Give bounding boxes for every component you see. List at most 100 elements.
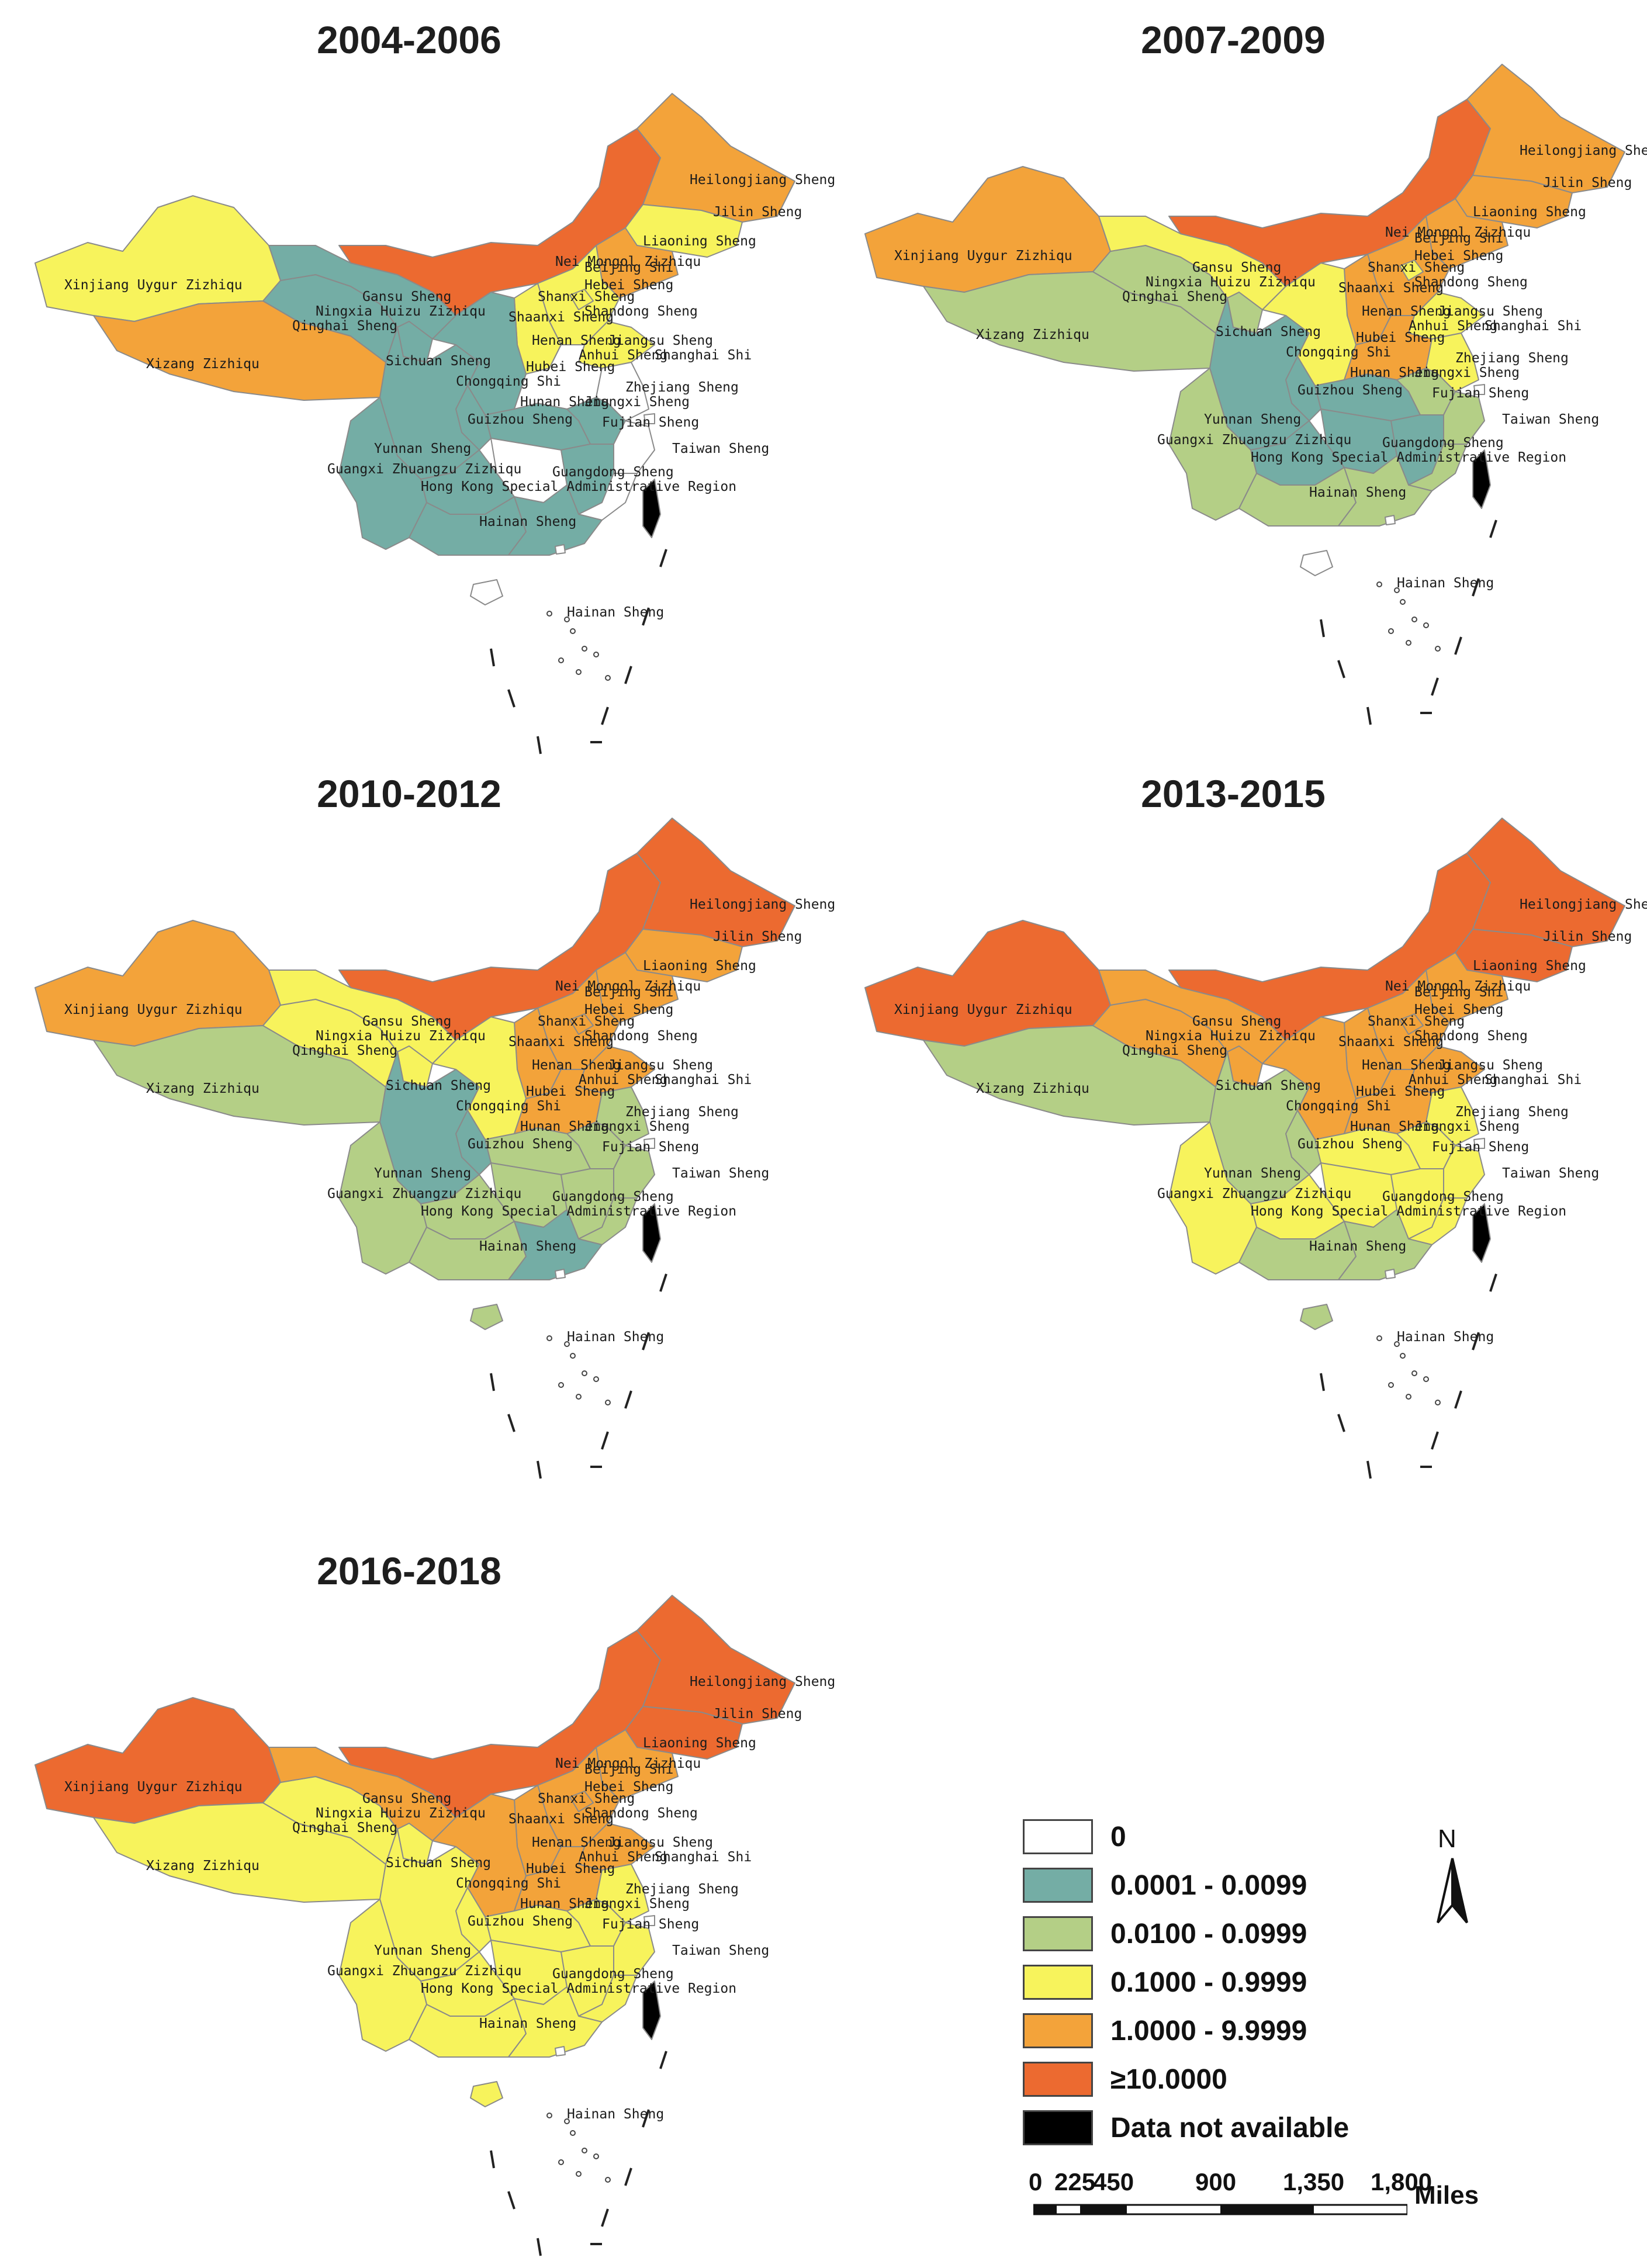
scale-unit: Miles: [1414, 2181, 1479, 2210]
nine-dash-line-segment: [1366, 1460, 1372, 1479]
map-panel-2004-2006: Xinjiang Uygur Zizhiqu Xizang Zizhiqu Qing…: [34, 93, 835, 760]
province-beijing: [1399, 1013, 1424, 1035]
label-shandong: Shandong Sheng: [584, 1029, 698, 1044]
label-beijing: Beijing Shi: [1414, 231, 1503, 246]
label-guangdong: Guangdong Sheng: [552, 1966, 674, 1982]
label-gansu: Gansu Sheng: [362, 1791, 451, 1806]
island: [1400, 1353, 1406, 1359]
province-beijing: [1399, 259, 1424, 281]
label-hebei: Hebei Sheng: [1414, 248, 1503, 264]
label-hainan_islands: Hainan Sheng: [567, 1329, 664, 1345]
nine-dash-line-segment: [1472, 578, 1480, 597]
nine-dash-line-segment: [624, 1390, 632, 1409]
label-qinghai: Qinghai Sheng: [292, 318, 397, 334]
nine-dash-line-segment: [642, 607, 650, 626]
province-beijing: [569, 289, 594, 310]
label-xinjiang: Xinjiang Uygur Zizhiqu: [64, 278, 243, 293]
label-yunnan: Yunnan Sheng: [1204, 1166, 1301, 1181]
label-liaoning: Liaoning Sheng: [1473, 958, 1586, 974]
province-hongkong: [555, 544, 566, 555]
label-xinjiang: Xinjiang Uygur Zizhiqu: [64, 1779, 243, 1795]
label-shanxi: Shanxi Sheng: [538, 1014, 635, 1029]
legend-item: ≥10.0000: [1023, 2060, 1227, 2099]
province-taiwan: [1472, 1203, 1491, 1263]
province-hainan: [470, 2081, 503, 2107]
scale-tick-1350: 1,350: [1283, 2168, 1345, 2196]
label-hainan: Hainan Sheng: [479, 1239, 576, 1254]
nine-dash-line-segment: [659, 549, 667, 567]
label-gansu: Gansu Sheng: [362, 289, 451, 304]
label-hubei: Hubei Sheng: [526, 1861, 615, 1876]
label-shaanxi: Shaanxi Sheng: [508, 1812, 614, 1827]
legend-label: 1.0000 - 9.9999: [1110, 2015, 1307, 2047]
nine-dash-line-segment: [507, 2191, 515, 2210]
label-hainan: Hainan Sheng: [1309, 485, 1406, 500]
scale-bar: 0 225 450 900 1,350 1,800 Miles: [1029, 2168, 1479, 2227]
label-hunan: Hunan Sheng: [520, 1896, 609, 1912]
scale-tick-1800: 1,800: [1371, 2168, 1433, 2196]
label-xizang: Xizang Zizhiqu: [976, 1081, 1089, 1096]
map-panel-2010-2012: Xinjiang Uygur Zizhiqu Xizang Zizhiqu Qing…: [34, 818, 835, 1484]
label-shanxi: Shanxi Sheng: [538, 1791, 635, 1806]
label-shanghai: Shanghai Shi: [1485, 318, 1582, 334]
label-liaoning: Liaoning Sheng: [643, 958, 756, 974]
scale-bar-graphic: [1033, 2204, 1407, 2215]
label-qinghai: Qinghai Sheng: [292, 1820, 397, 1836]
nine-dash-line-segment: [507, 1414, 515, 1432]
label-neimongol: Nei Mongol Zizhiqu: [1385, 225, 1531, 240]
china-map: Xinjiang Uygur Zizhiqu Xizang Zizhiqu Qing…: [864, 64, 1647, 725]
nine-dash-line-segment: [1489, 1273, 1497, 1292]
label-sichuan: Sichuan Sheng: [1216, 1078, 1321, 1093]
label-hebei: Hebei Sheng: [1414, 1002, 1503, 1017]
label-shanxi: Shanxi Sheng: [538, 289, 635, 304]
map-panel-2007-2009: Xinjiang Uygur Zizhiqu Xizang Zizhiqu Qing…: [864, 64, 1647, 730]
label-shanghai: Shanghai Shi: [655, 1850, 752, 1865]
nine-dash-line-segment: [490, 1373, 495, 1391]
label-sichuan: Sichuan Sheng: [386, 354, 491, 369]
label-henan: Henan Sheng: [532, 333, 621, 348]
label-jilin: Jilin Sheng: [713, 205, 802, 220]
label-neimongol: Nei Mongol Zizhiqu: [555, 254, 701, 269]
province-guangdong: [508, 1986, 603, 2058]
province-shanghai: [643, 1138, 655, 1149]
nine-dash-line-segment: [1454, 1390, 1462, 1409]
label-guangdong: Guangdong Sheng: [552, 465, 674, 480]
province-heilongjiang: [1466, 818, 1625, 947]
province-beijing: [569, 1013, 594, 1035]
label-jiangxi: Jiangxi Sheng: [1414, 365, 1520, 380]
nine-dash-line-segment: [659, 2051, 667, 2069]
island: [546, 2113, 552, 2118]
panel-title-3: 2013-2015: [1141, 772, 1326, 815]
china-map: Xinjiang Uygur Zizhiqu Xizang Zizhiqu Qing…: [34, 1595, 835, 2256]
island: [593, 1376, 599, 1382]
north-arrow-icon: [1437, 1858, 1468, 1924]
label-xinjiang: Xinjiang Uygur Zizhiqu: [894, 1002, 1072, 1017]
legend-item: 1.0000 - 9.9999: [1023, 2011, 1307, 2050]
label-guangxi: Guangxi Zhuangzu Zizhiqu: [327, 1186, 521, 1201]
label-fujian: Fujian Sheng: [1432, 386, 1529, 401]
label-anhui: Anhui Sheng: [579, 1850, 667, 1865]
label-taiwan: Taiwan Sheng: [1502, 412, 1599, 427]
province-guangdong: [508, 1209, 603, 1280]
province-taiwan: [642, 1980, 661, 2040]
legend-item: 0.0100 - 0.0999: [1023, 1914, 1307, 1953]
province-taiwan: [642, 1203, 661, 1263]
nine-dash-line-segment: [1454, 636, 1462, 655]
label-jiangxi: Jiangxi Sheng: [1414, 1119, 1520, 1134]
label-xizang: Xizang Zizhiqu: [146, 1858, 259, 1874]
label-sichuan: Sichuan Sheng: [386, 1855, 491, 1871]
nine-dash-line-segment: [624, 2167, 632, 2186]
province-shanghai: [1473, 1138, 1485, 1149]
province-heilongjiang: [636, 93, 795, 223]
nine-dash-line-segment: [642, 1332, 650, 1351]
legend-label: 0.0100 - 0.0999: [1110, 1918, 1307, 1950]
legend-label: ≥10.0000: [1110, 2063, 1227, 2095]
label-hainan_islands: Hainan Sheng: [1397, 1329, 1494, 1345]
scale-tick-0: 0: [1029, 2168, 1043, 2196]
label-xizang: Xizang Zizhiqu: [976, 327, 1089, 342]
island: [1423, 622, 1429, 628]
label-zhejiang: Zhejiang Sheng: [625, 380, 739, 395]
nine-dash-line-segment: [1320, 619, 1325, 638]
label-shanghai: Shanghai Shi: [655, 1072, 752, 1088]
label-zhejiang: Zhejiang Sheng: [1455, 1104, 1569, 1120]
